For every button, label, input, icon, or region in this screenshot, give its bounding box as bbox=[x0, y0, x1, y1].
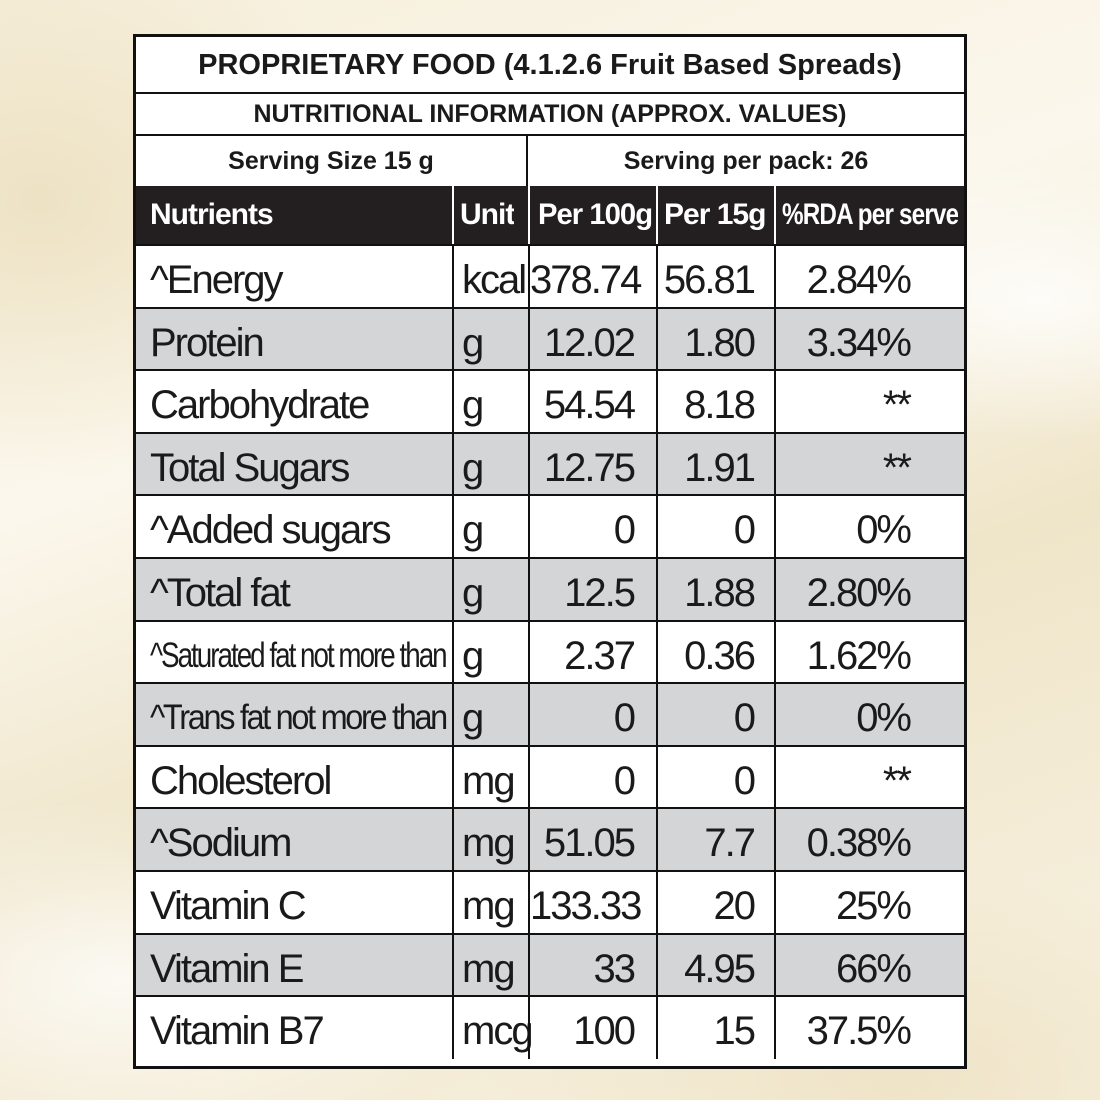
table-header: Nutrients Unit Per 100g Per 15g %RDA per… bbox=[136, 186, 964, 244]
nutrition-label: PROPRIETARY FOOD (4.1.2.6 Fruit Based Sp… bbox=[133, 34, 967, 1069]
value-per-100g: 378.74 bbox=[530, 258, 642, 302]
nutrient-name: ^Total fat bbox=[150, 571, 291, 615]
value-rda: 1.62% bbox=[806, 633, 912, 678]
value-rda: 3.34% bbox=[806, 320, 912, 365]
value-per-100g: 100 bbox=[573, 1009, 636, 1054]
nutrient-unit: g bbox=[462, 383, 484, 428]
value-per-100g: 12.5 bbox=[564, 571, 636, 615]
value-rda: 25% bbox=[835, 884, 912, 928]
nutrient-unit: mg bbox=[462, 884, 516, 928]
col-header-nutrients: Nutrients bbox=[150, 198, 273, 231]
value-rda: ** bbox=[882, 758, 912, 803]
nutrient-unit: mg bbox=[462, 946, 516, 991]
table-row: ^Sodium mg 51.05 7.7 0.38% bbox=[136, 807, 964, 872]
nutrient-name: Total Sugars bbox=[150, 445, 350, 490]
nutrient-unit: g bbox=[462, 571, 484, 615]
table-row: Total Sugars g 12.75 1.91 ** bbox=[136, 431, 964, 496]
label-title: PROPRIETARY FOOD (4.1.2.6 Fruit Based Sp… bbox=[136, 37, 964, 94]
value-per-15g: 0 bbox=[733, 758, 756, 803]
value-per-15g: 56.81 bbox=[663, 258, 756, 302]
value-rda: 0% bbox=[856, 696, 912, 741]
nutrient-unit: mcg bbox=[462, 1009, 534, 1054]
col-header-unit: Unit bbox=[460, 198, 515, 231]
value-per-100g: 133.33 bbox=[530, 884, 642, 928]
value-per-15g: 0 bbox=[733, 696, 756, 741]
col-header-rda: %RDA per serve bbox=[782, 198, 959, 231]
label-subtitle: NUTRITIONAL INFORMATION (APPROX. VALUES) bbox=[136, 94, 964, 136]
value-per-15g: 0.36 bbox=[684, 633, 756, 678]
nutrient-unit: g bbox=[462, 508, 484, 553]
value-rda: ** bbox=[882, 445, 912, 490]
col-header-per100: Per 100g bbox=[538, 198, 653, 231]
nutrient-name: Carbohydrate bbox=[150, 383, 370, 428]
value-per-15g: 1.91 bbox=[684, 445, 756, 490]
value-rda: 2.84% bbox=[806, 258, 912, 302]
value-rda: 2.80% bbox=[806, 571, 912, 615]
nutrient-unit: g bbox=[462, 633, 484, 678]
table-row: Vitamin E mg 33 4.95 66% bbox=[136, 932, 964, 997]
nutrient-name: Vitamin B7 bbox=[150, 1009, 325, 1054]
value-rda: 37.5% bbox=[806, 1009, 912, 1054]
value-per-15g: 1.80 bbox=[684, 320, 756, 365]
value-per-15g: 15 bbox=[713, 1009, 757, 1054]
value-per-15g: 4.95 bbox=[684, 946, 756, 991]
value-per-15g: 1.88 bbox=[684, 571, 756, 615]
value-per-15g: 8.18 bbox=[684, 383, 756, 428]
value-rda: 66% bbox=[835, 946, 912, 991]
table-row: ^Energy kcal 378.74 56.81 2.84% bbox=[136, 244, 964, 308]
nutrient-name: Protein bbox=[150, 320, 265, 365]
nutrient-unit: g bbox=[462, 320, 484, 365]
value-per-100g: 0 bbox=[613, 508, 636, 553]
col-header-per15: Per 15g bbox=[664, 198, 766, 231]
value-per-100g: 12.75 bbox=[543, 445, 636, 490]
nutrient-name: ^Added sugars bbox=[150, 508, 392, 553]
table-row: Protein g 12.02 1.80 3.34% bbox=[136, 306, 964, 371]
serving-size: Serving Size 15 g bbox=[136, 136, 528, 186]
nutrient-name: ^Energy bbox=[150, 258, 284, 302]
value-per-15g: 20 bbox=[713, 884, 757, 928]
table-row: ^Added sugars g 0 0 0% bbox=[136, 494, 964, 559]
value-rda: 0% bbox=[856, 508, 912, 553]
value-per-100g: 54.54 bbox=[543, 383, 636, 428]
value-rda: ** bbox=[882, 383, 912, 428]
value-per-15g: 0 bbox=[733, 508, 756, 553]
nutrient-unit: mg bbox=[462, 821, 516, 866]
value-rda: 0.38% bbox=[806, 821, 912, 866]
table-row: Vitamin C mg 133.33 20 25% bbox=[136, 870, 964, 934]
value-per-100g: 0 bbox=[613, 696, 636, 741]
table-row: Vitamin B7 mcg 100 15 37.5% bbox=[136, 995, 964, 1060]
value-per-100g: 12.02 bbox=[543, 320, 636, 365]
value-per-100g: 0 bbox=[613, 758, 636, 803]
nutrient-name: Vitamin C bbox=[150, 884, 307, 928]
serving-per-pack: Serving per pack: 26 bbox=[623, 147, 869, 175]
value-per-15g: 7.7 bbox=[704, 821, 756, 866]
table-row: Carbohydrate g 54.54 8.18 ** bbox=[136, 369, 964, 434]
nutrient-unit: mg bbox=[462, 758, 516, 803]
serving-info: Serving Size 15 g Serving per pack: 26 bbox=[136, 136, 964, 186]
nutrient-name: ^Trans fat not more than bbox=[150, 698, 448, 738]
table-row: Cholesterol mg 0 0 ** bbox=[136, 744, 964, 809]
nutrient-unit: g bbox=[462, 696, 484, 741]
nutrient-unit: kcal bbox=[462, 258, 527, 302]
nutrient-name: Vitamin E bbox=[150, 946, 304, 991]
table-row: ^Trans fat not more than g 0 0 0% bbox=[136, 682, 964, 747]
value-per-100g: 33 bbox=[593, 946, 637, 991]
nutrient-name: Cholesterol bbox=[150, 758, 332, 803]
value-per-100g: 51.05 bbox=[543, 821, 636, 866]
nutrient-name: ^Saturated fat not more than bbox=[150, 635, 448, 675]
nutrient-unit: g bbox=[462, 445, 484, 490]
table-row: ^Saturated fat not more than g 2.37 0.36 1.6… bbox=[136, 619, 964, 684]
nutrient-name: ^Sodium bbox=[150, 821, 292, 866]
table-row: ^Total fat g 12.5 1.88 2.80% bbox=[136, 557, 964, 621]
value-per-100g: 2.37 bbox=[564, 633, 636, 678]
